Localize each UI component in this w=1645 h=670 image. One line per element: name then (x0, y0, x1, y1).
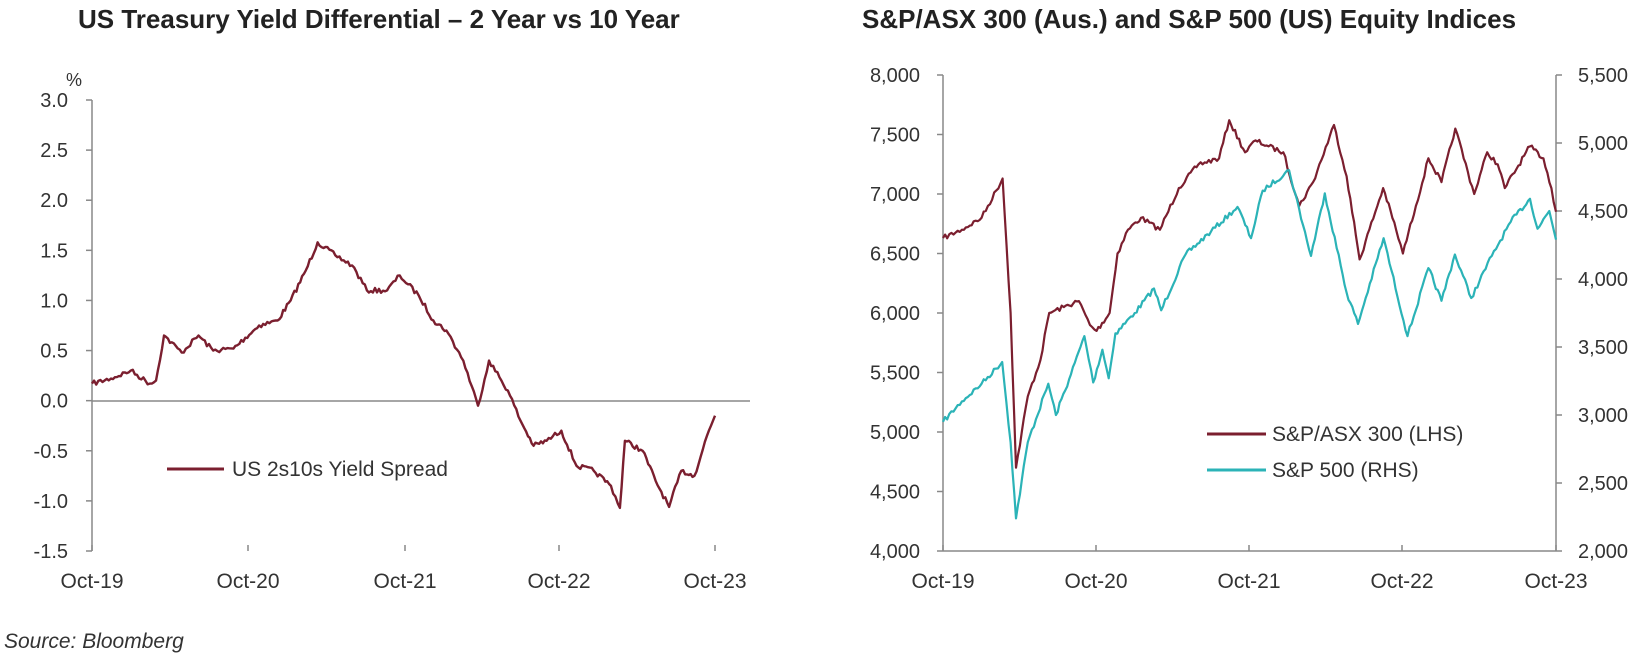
right-ytick-right-label: 5,000 (1578, 133, 1628, 155)
left-ytick-label: 2.0 (40, 190, 68, 212)
right-xtick-label: Oct-19 (911, 570, 974, 593)
right-ytick-left-label: 7,500 (870, 125, 920, 147)
left-ytick-label: 0.5 (40, 341, 68, 363)
right-xtick-label: Oct-23 (1524, 570, 1587, 593)
left-ytick-label: -1.5 (34, 541, 68, 563)
left-ytick-label: -1.0 (34, 491, 68, 513)
right-xtick-label: Oct-22 (1370, 570, 1433, 593)
source-note: Source: Bloomberg (4, 630, 184, 653)
chart-title-yield: US Treasury Yield Differential – 2 Year … (78, 4, 680, 34)
right-ytick-right-label: 2,000 (1578, 541, 1628, 563)
right-xtick-label: Oct-21 (1217, 570, 1280, 593)
right-ytick-right-label: 5,500 (1578, 65, 1628, 87)
right-ytick-left-label: 5,500 (870, 363, 920, 385)
left-ytick-label: -0.5 (34, 441, 68, 463)
legend-label-sp500: S&P 500 (RHS) (1272, 459, 1419, 482)
right-ytick-left-label: 6,500 (870, 244, 920, 266)
left-xtick-label: Oct-22 (527, 570, 590, 593)
equity-chart: 8,000 7,500 7,000 6,500 6,000 5,500 5,000 4,500… (870, 65, 1628, 593)
right-ytick-left-label: 4,500 (870, 482, 920, 504)
left-ylabel-unit: % (66, 70, 82, 90)
right-ytick-right-label: 3,500 (1578, 337, 1628, 359)
right-ytick-left-label: 7,000 (870, 184, 920, 206)
right-ytick-left-label: 8,000 (870, 65, 920, 87)
left-xtick-label: Oct-19 (60, 570, 123, 593)
right-ytick-left-label: 4,000 (870, 541, 920, 563)
series-line-sp500 (941, 169, 1558, 520)
right-xtick-label: Oct-20 (1064, 570, 1127, 593)
left-ytick-label: 1.0 (40, 290, 68, 312)
legend-label-yield-spread: US 2s10s Yield Spread (232, 458, 448, 481)
left-xtick-label: Oct-23 (683, 570, 746, 593)
left-xtick-label: Oct-20 (216, 570, 279, 593)
right-ytick-right-label: 4,500 (1578, 201, 1628, 223)
legend-label-asx300: S&P/ASX 300 (LHS) (1272, 423, 1463, 446)
chart-title-equity: S&P/ASX 300 (Aus.) and S&P 500 (US) Equi… (862, 4, 1517, 34)
right-ytick-right-label: 3,000 (1578, 405, 1628, 427)
left-ytick-label: 0.0 (40, 391, 68, 413)
left-xtick-label: Oct-21 (373, 570, 436, 593)
right-ytick-right-label: 4,000 (1578, 269, 1628, 291)
series-line-yield-spread (91, 241, 717, 510)
right-ytick-left-label: 5,000 (870, 422, 920, 444)
right-ytick-left-label: 6,000 (870, 303, 920, 325)
right-ytick-right-label: 2,500 (1578, 473, 1628, 495)
left-ytick-label: 1.5 (40, 240, 68, 262)
left-ytick-label: 2.5 (40, 140, 68, 162)
series-line-asx300 (942, 119, 1558, 469)
yield-chart: % 3.0 2.5 2.0 1.5 1.0 0.5 0.0 -0.5 -1.0 -1.5 Oct-… (34, 70, 750, 593)
left-ytick-label: 3.0 (40, 90, 68, 112)
